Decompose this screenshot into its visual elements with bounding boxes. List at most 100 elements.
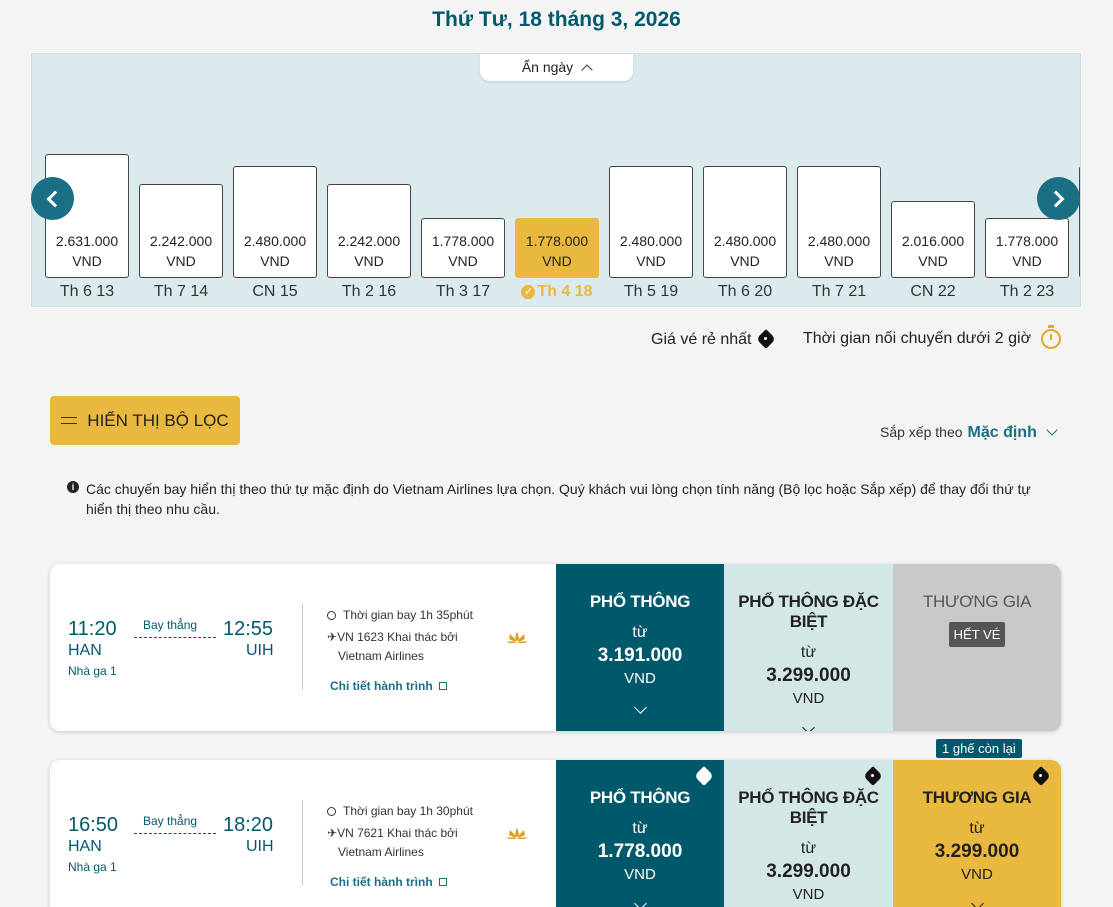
chevron-down-icon <box>970 897 984 907</box>
day-price-bar[interactable]: 1.778.000 VND <box>421 218 505 278</box>
day-label-text: Th 7 14 <box>153 283 209 300</box>
day-label: CN 15 <box>225 283 325 301</box>
fare-from: từ <box>800 840 817 857</box>
seats-left-badge: 1 ghế còn lại <box>936 739 1022 758</box>
day-label: Th 3 17 <box>413 283 513 301</box>
fare-name: PHỔ THÔNG ĐẶC BIỆT <box>738 788 879 827</box>
show-filter-button[interactable]: HIỂN THỊ BỘ LỌC <box>50 396 240 445</box>
day-option[interactable]: 2.016.000 VND CN 22 <box>891 201 975 306</box>
plane-icon: ✈ <box>327 826 338 840</box>
price-tag-icon <box>863 766 885 788</box>
day-price-currency: VND <box>260 253 290 269</box>
day-label-text: Th 2 23 <box>999 283 1055 300</box>
day-price-currency: VND <box>72 253 102 269</box>
day-price: 2.480.000 VND <box>798 231 880 271</box>
day-label: ✓ Th 4 18 <box>507 283 607 301</box>
day-price-currency: VND <box>166 253 196 269</box>
fare-economy[interactable]: PHỔ THÔNG từ 1.778.000 VND <box>556 760 724 907</box>
show-filter-label: HIỂN THỊ BỘ LỌC <box>87 410 229 430</box>
day-price-bar[interactable]: 2.242.000 VND <box>327 184 411 278</box>
itinerary-details-link[interactable]: Chi tiết hành trình <box>330 875 447 889</box>
prev-dates-button[interactable] <box>31 177 74 220</box>
chevron-down-icon <box>633 897 647 907</box>
day-label: Th 5 19 <box>601 283 701 301</box>
fare-currency: VND <box>624 866 656 883</box>
day-price-bar[interactable]: 2.480.000 VND <box>233 166 317 278</box>
day-price-bar[interactable]: 2.242.000 VND <box>139 184 223 278</box>
day-label-text: Th 7 21 <box>811 283 867 300</box>
fare-name: PHỔ THÔNG <box>589 592 691 611</box>
price-tag-icon <box>756 329 778 351</box>
fare-premium-economy[interactable]: PHỔ THÔNG ĐẶC BIỆT từ 3.299.000 VND <box>724 760 893 907</box>
day-label-text: Th 5 19 <box>623 283 679 300</box>
day-price: 2.242.000 VND <box>328 231 410 271</box>
day-label-text: Th 2 16 <box>341 283 397 300</box>
flight-duration: Thời gian bay 1h 35phút <box>327 608 473 622</box>
day-price-bar[interactable]: 1.778.000 VND <box>985 218 1069 278</box>
day-price-bar[interactable]: 2.480.000 VND <box>703 166 787 278</box>
day-price: 1.778.000 VND <box>516 231 598 271</box>
day-price-value: 2.016.000 <box>901 233 965 249</box>
day-option[interactable]: 2.242.000 VND Th 2 16 <box>327 184 411 306</box>
hide-days-toggle[interactable]: Ẩn ngày <box>480 54 633 81</box>
stop-type: Bay thẳng <box>143 814 198 828</box>
fare-currency: VND <box>792 886 825 903</box>
sort-dropdown[interactable]: Sắp xếp theo Mặc định <box>880 424 1058 442</box>
day-price-currency: VND <box>918 253 948 269</box>
fare-economy[interactable]: PHỔ THÔNG từ 3.191.000 VND <box>556 564 724 731</box>
fare-premium-economy[interactable]: PHỔ THÔNG ĐẶC BIỆT từ 3.299.000 VND <box>724 564 893 731</box>
fare-price: 1.778.000 <box>597 841 683 862</box>
day-price-bar[interactable]: 2.016.000 VND <box>891 201 975 278</box>
day-option[interactable]: 2.480.000 VND Th 6 20 <box>703 166 787 306</box>
fare-currency: VND <box>624 670 656 687</box>
fare-business: THƯƠNG GIA HẾT VÉ <box>893 564 1061 731</box>
filter-icon <box>61 416 78 426</box>
day-option[interactable]: 1.778.000 VND ✓ Th 4 18 <box>515 218 599 306</box>
lotus-logo-icon <box>507 827 527 839</box>
itinerary-details-link[interactable]: Chi tiết hành trình <box>330 679 447 693</box>
day-price-bar[interactable]: 2.480.000 VND <box>609 166 693 278</box>
fare-business[interactable]: THƯƠNG GIA từ 3.299.000 VND <box>893 760 1061 907</box>
fare-price: 3.191.000 <box>597 645 683 666</box>
day-option[interactable]: 2.242.000 VND Th 7 14 <box>139 184 223 306</box>
clock-icon <box>327 807 336 816</box>
day-label: Th 7 14 <box>131 283 231 301</box>
day-price-value: 2.480.000 <box>807 233 871 249</box>
duration-text: Thời gian bay 1h 35phút <box>343 608 473 622</box>
sort-value: Mặc định <box>967 424 1037 441</box>
info-icon: i <box>67 481 79 493</box>
day-price-value: 2.480.000 <box>243 233 307 249</box>
day-price-value: 2.631.000 <box>55 233 119 249</box>
arrival-code: UIH <box>246 642 274 659</box>
fare-from: từ <box>632 820 648 837</box>
day-label-text: Th 3 17 <box>435 283 491 300</box>
day-option[interactable]: 2.480.000 VND Th 5 19 <box>609 166 693 306</box>
route-line <box>134 637 216 638</box>
fare-from: từ <box>969 820 985 837</box>
day-price-bar[interactable]: 1.778.000 VND <box>515 218 599 278</box>
day-price-bar[interactable]: 2.480.000 VND <box>797 166 881 278</box>
day-option[interactable]: 1.778.000 VND Th 2 23 <box>985 218 1069 306</box>
plane-icon: ✈ <box>327 630 338 644</box>
sort-label: Sắp xếp theo <box>880 424 963 440</box>
divider <box>302 604 303 690</box>
timer-icon <box>1041 325 1062 349</box>
departure-time: 16:50 <box>68 814 119 836</box>
fare-name: THƯƠNG GIA <box>922 592 1032 611</box>
day-option[interactable]: 2.480.000 VND Th 7 21 <box>797 166 881 306</box>
arrow-right-icon <box>1047 190 1065 207</box>
fare-from: từ <box>800 644 817 661</box>
day-option[interactable]: 2.480.000 VND CN 15 <box>233 166 317 306</box>
day-label: Th 6 13 <box>37 283 137 301</box>
next-dates-button[interactable] <box>1037 177 1080 220</box>
fare-price: 3.299.000 <box>766 665 851 686</box>
flight-number-text: VN 7621 Khai thác bởi <box>337 826 458 840</box>
price-tag-icon <box>1031 766 1053 788</box>
duration-text: Thời gian bay 1h 30phút <box>343 804 473 818</box>
day-option[interactable]: 1.778.000 VND Th 3 17 <box>421 218 505 306</box>
arrival-time: 18:20 <box>223 814 274 836</box>
flight-card: 16:50 Bay thẳng 18:20 HAN UIH Nhà ga 1 T… <box>50 760 1061 907</box>
itinerary-details-label: Chi tiết hành trình <box>330 875 433 889</box>
fare-name: PHỔ THÔNG <box>589 788 691 807</box>
departure-code: HAN <box>68 642 102 659</box>
